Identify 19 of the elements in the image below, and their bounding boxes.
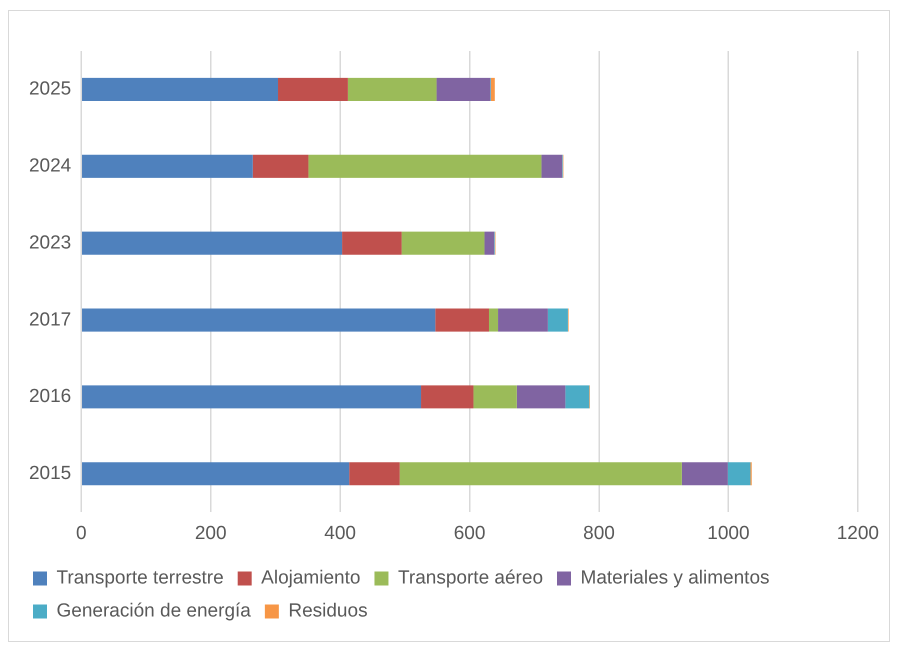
y-tick-label: 2017 bbox=[28, 309, 72, 330]
x-tick-label: 1200 bbox=[836, 522, 880, 544]
x-tick-label: 800 bbox=[583, 522, 615, 544]
y-tick-label: 2025 bbox=[28, 78, 72, 100]
y-tick-label: 2024 bbox=[28, 156, 72, 177]
x-tick-label: 600 bbox=[454, 522, 486, 544]
legend-label: Materiales y alimentos bbox=[580, 568, 770, 589]
legend-label: Generación de energía bbox=[56, 600, 252, 622]
x-tick-label: 200 bbox=[194, 522, 227, 544]
legend-label: Transporte terrestre bbox=[56, 568, 224, 589]
y-tick-label: 2015 bbox=[28, 463, 72, 484]
y-tick-label: 2016 bbox=[28, 386, 72, 408]
legend-label: Residuos bbox=[288, 600, 368, 622]
y-tick-label: 2023 bbox=[28, 232, 72, 254]
legend-label: Alojamiento bbox=[261, 568, 360, 589]
x-tick-label: 400 bbox=[324, 522, 356, 544]
legend-label: Transporte aéreo bbox=[398, 568, 544, 589]
x-tick-label: 0 bbox=[76, 522, 87, 544]
x-tick-label: 1000 bbox=[707, 522, 750, 544]
